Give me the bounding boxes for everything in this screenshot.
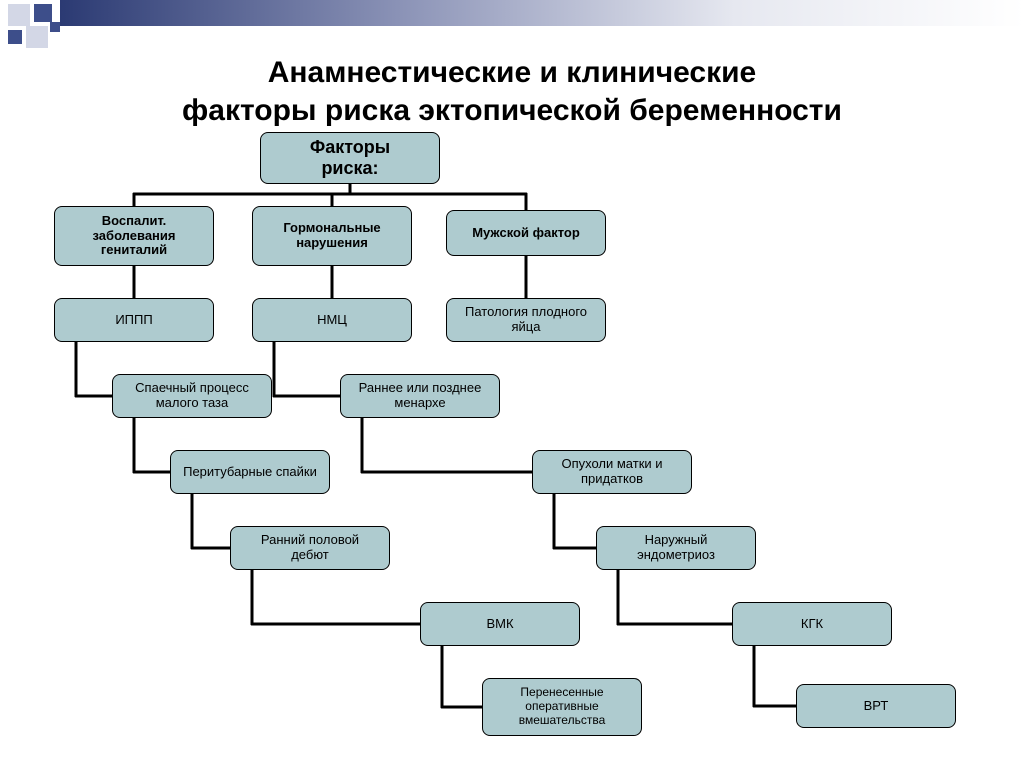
title-line-1: Анамнестические и клинические (0, 56, 1024, 90)
node-c1: Патология плодного яйца (446, 298, 606, 342)
slide-header-decor (0, 0, 1024, 44)
node-cat3: Мужской фактор (446, 210, 606, 256)
node-a5: ВМК (420, 602, 580, 646)
node-a2: Спаечный процесс малого таза (112, 374, 272, 418)
node-cat1: Воспалит. заболевания гениталий (54, 206, 214, 266)
node-cat2: Гормональные нарушения (252, 206, 412, 266)
node-a3: Перитубарные спайки (170, 450, 330, 494)
decor-square (50, 22, 60, 32)
node-b5: КГК (732, 602, 892, 646)
node-b4: Наружный эндометриоз (596, 526, 756, 570)
node-b2: Раннее или позднее менархе (340, 374, 500, 418)
decor-square (26, 26, 48, 48)
node-a4: Ранний половой дебют (230, 526, 390, 570)
node-a1: ИППП (54, 298, 214, 342)
decor-square (8, 4, 30, 26)
node-a6: Перенесенные оперативные вмешательства (482, 678, 642, 736)
node-root: Факторы риска: (260, 132, 440, 184)
header-gradient (60, 0, 1024, 26)
decor-square (8, 30, 22, 44)
node-b3: Опухоли матки и придатков (532, 450, 692, 494)
title-line-2: факторы риска эктопической беременности (0, 94, 1024, 128)
decor-square (34, 4, 52, 22)
node-b6: ВРТ (796, 684, 956, 728)
node-b1: НМЦ (252, 298, 412, 342)
